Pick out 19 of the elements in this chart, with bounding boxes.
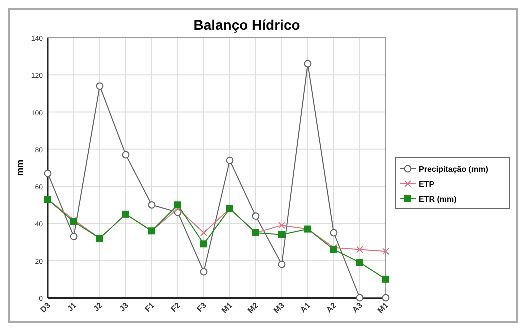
legend-label: ETP <box>419 180 436 189</box>
x-tick-label: F1 <box>143 300 157 314</box>
legend-label: Precipitação (mm) <box>419 165 489 174</box>
x-tick-label: F3 <box>195 300 209 314</box>
x-tick-label: J2 <box>92 300 105 314</box>
x-tick-label: F2 <box>169 300 183 314</box>
x-tick-label: M1 <box>376 300 391 316</box>
x-tick-label: A2 <box>324 300 339 315</box>
x-tick-label: J1 <box>66 300 79 314</box>
x-tick-label: A1 <box>298 300 313 315</box>
x-tick-label: M3 <box>272 300 287 316</box>
chart-title: Balanço Hídrico <box>194 17 300 33</box>
x-tick-label: D3 <box>38 300 53 315</box>
x-tick-label: M2 <box>246 300 261 316</box>
legend-label: ETR (mm) <box>419 195 458 204</box>
y-axis-title: mm <box>15 160 25 176</box>
x-tick-label: J3 <box>118 300 131 314</box>
x-tick-label: A3 <box>350 300 365 315</box>
x-tick-label: M1 <box>220 300 235 316</box>
